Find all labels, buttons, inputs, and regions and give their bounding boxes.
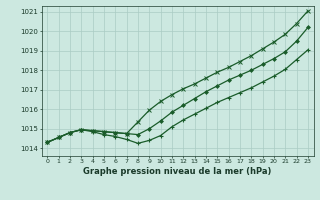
X-axis label: Graphe pression niveau de la mer (hPa): Graphe pression niveau de la mer (hPa): [84, 167, 272, 176]
